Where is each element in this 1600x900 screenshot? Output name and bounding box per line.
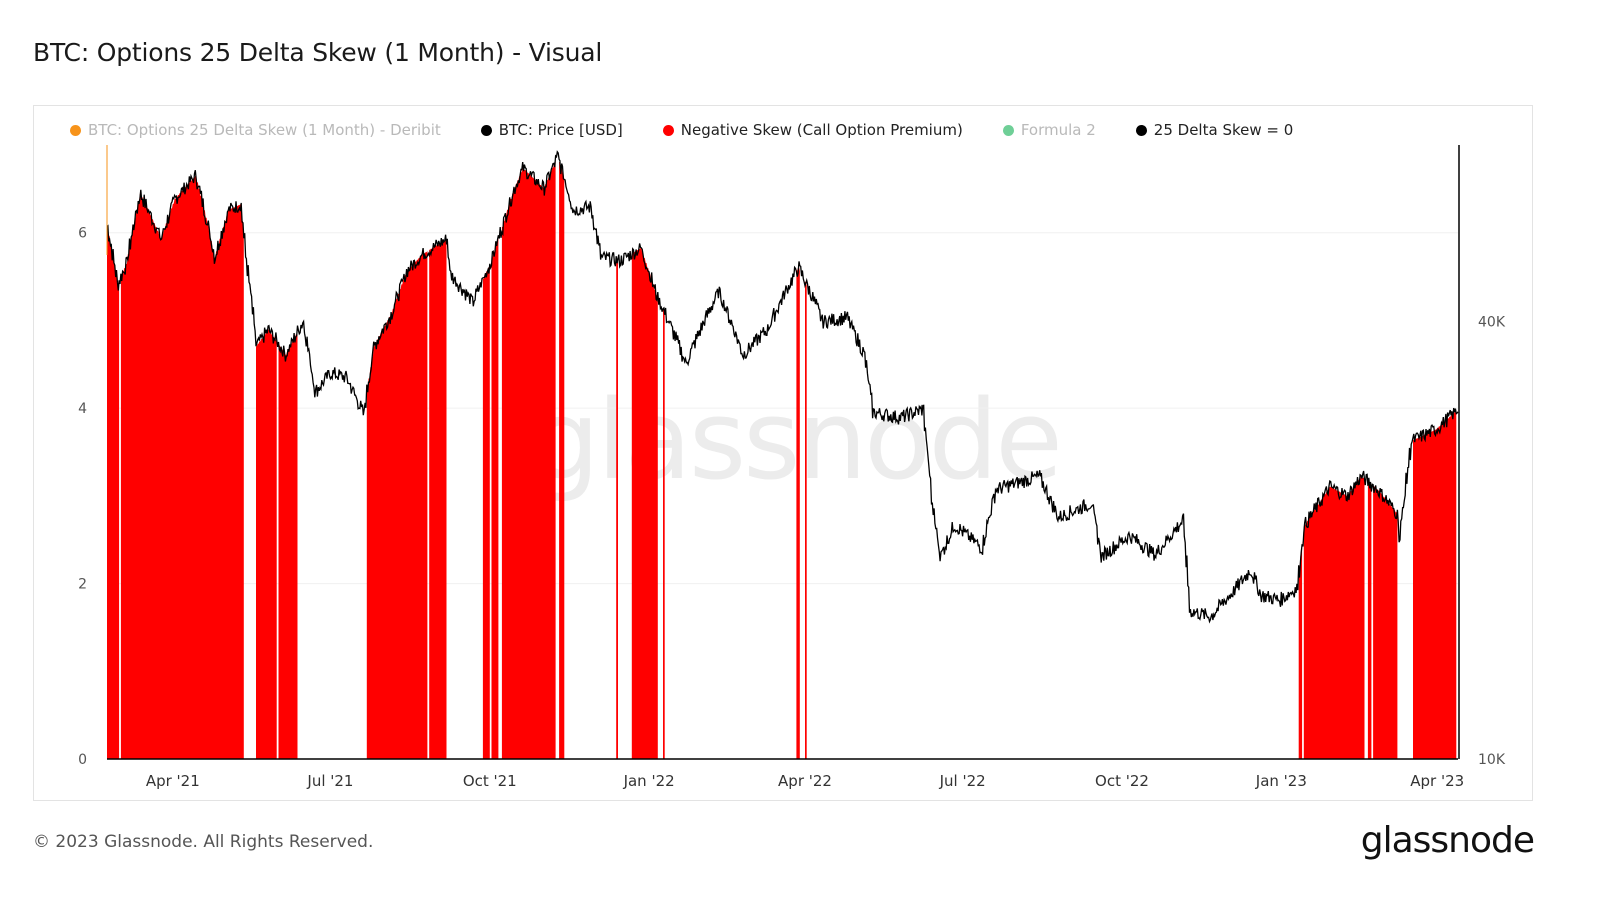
legend-item-3[interactable]: Formula 2 [1002, 121, 1096, 139]
y2-tick-label: 10K [1478, 752, 1506, 768]
negative-skew-area [805, 281, 807, 759]
negative-skew-area [256, 329, 277, 759]
y2-tick-label: 40K [1478, 315, 1506, 331]
negative-skew-area [429, 238, 447, 760]
negative-skew-area [1367, 482, 1372, 759]
legend-item-0[interactable]: BTC: Options 25 Delta Skew (1 Month) - D… [70, 121, 441, 139]
negative-skew-area [1373, 486, 1398, 759]
legend-item-4[interactable]: 25 Delta Skew = 0 [1135, 121, 1294, 139]
negative-skew-area [796, 267, 800, 759]
legend-label: Formula 2 [1020, 121, 1096, 139]
legend-label: BTC: Price [USD] [498, 121, 623, 139]
negative-skew-area [366, 250, 428, 759]
legend-dot-icon [1135, 124, 1147, 136]
negative-skew-area [663, 310, 665, 759]
x-tick-label: Oct '22 [1095, 772, 1149, 790]
brand-logo: glassnode [1360, 820, 1535, 861]
negative-skew-area [1413, 410, 1457, 759]
legend-label: 25 Delta Skew = 0 [1153, 121, 1294, 139]
watermark-text: glassnode [530, 376, 1060, 504]
chart-title: BTC: Options 25 Delta Skew (1 Month) - V… [33, 38, 603, 67]
negative-skew-area [631, 248, 658, 759]
legend-dot-icon [1002, 124, 1014, 136]
x-tick-label: Jul '22 [939, 772, 986, 790]
negative-skew-area [107, 226, 120, 759]
x-tick-label: Jan '22 [623, 772, 675, 790]
x-tick-label: Jul '21 [306, 772, 353, 790]
chart-legend: BTC: Options 25 Delta Skew (1 Month) - D… [70, 120, 1333, 140]
negative-skew-area [491, 237, 499, 760]
y-tick-label: 2 [78, 577, 87, 593]
x-tick-label: Oct '21 [463, 772, 517, 790]
legend-item-1[interactable]: BTC: Price [USD] [480, 121, 623, 139]
negative-skew-area [559, 162, 565, 759]
negative-skew-area [616, 260, 618, 759]
chart-frame [33, 105, 1533, 801]
legend-dot-icon [662, 124, 674, 136]
legend-item-2[interactable]: Negative Skew (Call Option Premium) [662, 121, 963, 139]
legend-dot-icon [480, 124, 492, 136]
x-tick-label: Apr '21 [146, 772, 200, 790]
copyright-text: © 2023 Glassnode. All Rights Reserved. [33, 832, 374, 852]
legend-dot-icon [70, 124, 81, 136]
y-tick-label: 0 [78, 752, 87, 768]
negative-skew-area [482, 264, 490, 759]
x-tick-label: Apr '23 [1410, 772, 1464, 790]
y-tick-label: 6 [78, 226, 87, 242]
negative-skew-area [278, 331, 298, 759]
legend-label: Negative Skew (Call Option Premium) [680, 121, 963, 139]
negative-skew-area [1303, 476, 1365, 759]
negative-skew-area [120, 175, 244, 760]
negative-skew-area [1298, 540, 1303, 759]
negative-skew-area [501, 160, 556, 760]
x-tick-label: Jan '23 [1255, 772, 1307, 790]
legend-label: BTC: Options 25 Delta Skew (1 Month) - D… [88, 121, 441, 139]
x-tick-label: Apr '22 [778, 772, 832, 790]
y-tick-label: 4 [78, 401, 87, 417]
price-line [106, 150, 1459, 624]
